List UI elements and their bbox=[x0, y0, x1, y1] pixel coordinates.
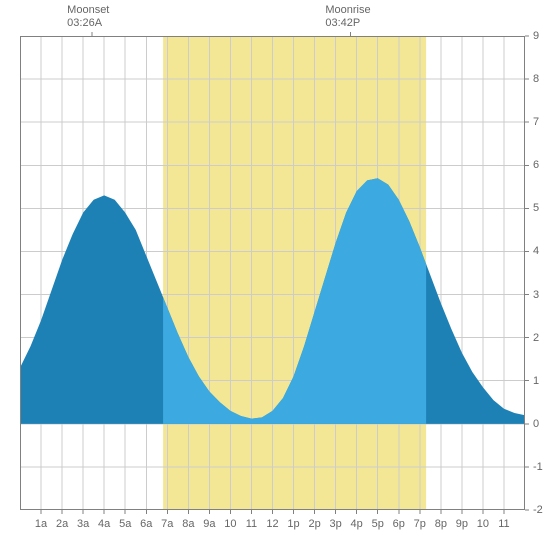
x-tick-label: 2a bbox=[56, 518, 68, 530]
y-tick-label: 6 bbox=[533, 159, 539, 171]
moonrise-time: 03:42P bbox=[325, 17, 370, 30]
y-tick-label: 3 bbox=[533, 289, 539, 301]
moonset-label: Moonset03:26A bbox=[67, 4, 109, 30]
y-tick-label: 4 bbox=[533, 245, 539, 257]
x-tick-label: 3p bbox=[330, 518, 342, 530]
x-tick-label: 1p bbox=[287, 518, 299, 530]
x-tick-label: 9p bbox=[456, 518, 468, 530]
x-tick-label: 6p bbox=[393, 518, 405, 530]
x-tick-label: 11 bbox=[498, 518, 509, 530]
y-tick-label: -2 bbox=[533, 504, 543, 516]
moonrise-title: Moonrise bbox=[325, 4, 370, 17]
x-tick-label: 3a bbox=[77, 518, 89, 530]
x-tick-label: 4p bbox=[351, 518, 363, 530]
y-tick-label: -1 bbox=[533, 461, 543, 473]
y-tick-label: 8 bbox=[533, 73, 539, 85]
x-tick-label: 10 bbox=[477, 518, 489, 530]
y-tick-label: 5 bbox=[533, 202, 539, 214]
x-tick-label: 7p bbox=[414, 518, 426, 530]
tide-chart bbox=[0, 0, 550, 550]
x-tick-label: 10 bbox=[224, 518, 236, 530]
y-tick-label: 9 bbox=[533, 30, 539, 42]
y-tick-label: 2 bbox=[533, 332, 539, 344]
y-tick-label: 1 bbox=[533, 375, 539, 387]
x-tick-label: 8a bbox=[182, 518, 194, 530]
moonset-time: 03:26A bbox=[67, 17, 109, 30]
moonset-title: Moonset bbox=[67, 4, 109, 17]
moonrise-label: Moonrise03:42P bbox=[325, 4, 370, 30]
x-tick-label: 11 bbox=[246, 518, 257, 530]
y-tick-label: 0 bbox=[533, 418, 539, 430]
x-tick-label: 1a bbox=[35, 518, 47, 530]
x-tick-label: 5a bbox=[119, 518, 131, 530]
x-tick-label: 7a bbox=[161, 518, 173, 530]
x-tick-label: 5p bbox=[372, 518, 384, 530]
x-tick-label: 12 bbox=[266, 518, 278, 530]
x-tick-label: 9a bbox=[203, 518, 215, 530]
x-tick-label: 6a bbox=[140, 518, 152, 530]
x-tick-label: 4a bbox=[98, 518, 110, 530]
x-tick-label: 8p bbox=[435, 518, 447, 530]
y-tick-label: 7 bbox=[533, 116, 539, 128]
x-tick-label: 2p bbox=[308, 518, 320, 530]
